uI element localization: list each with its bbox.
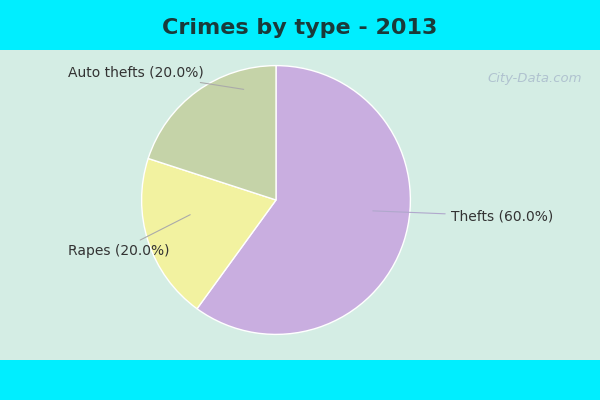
Text: Rapes (20.0%): Rapes (20.0%) (68, 215, 190, 258)
Text: Thefts (60.0%): Thefts (60.0%) (373, 209, 553, 223)
Wedge shape (148, 66, 276, 200)
Text: Crimes by type - 2013: Crimes by type - 2013 (163, 18, 437, 38)
Wedge shape (142, 158, 276, 309)
Text: Auto thefts (20.0%): Auto thefts (20.0%) (68, 65, 244, 89)
Wedge shape (197, 66, 410, 334)
Text: City-Data.com: City-Data.com (487, 72, 582, 85)
